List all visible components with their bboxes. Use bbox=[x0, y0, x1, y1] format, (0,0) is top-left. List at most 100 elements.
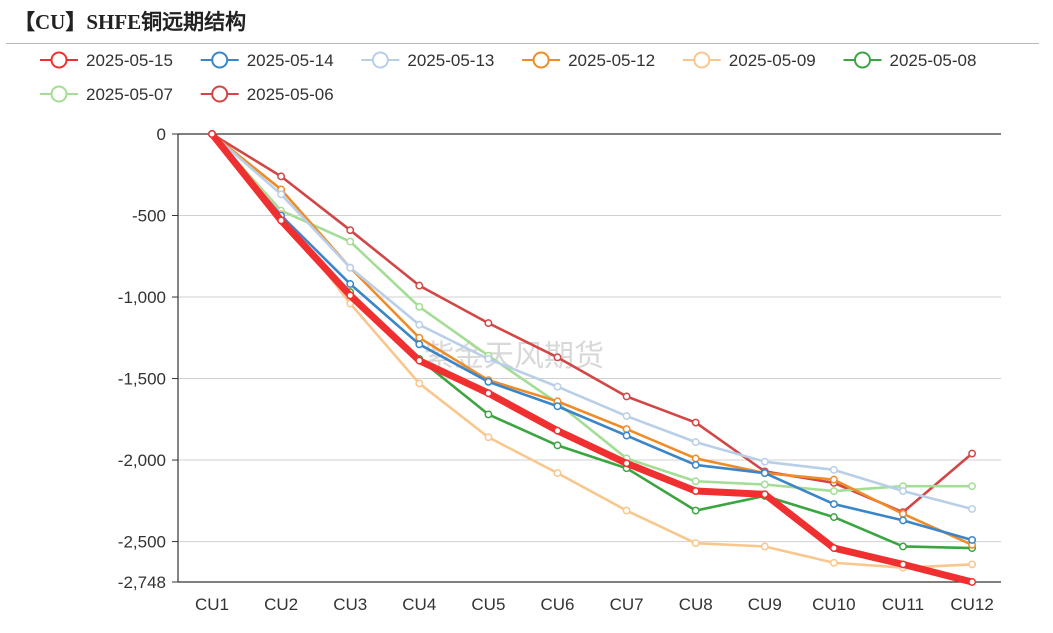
data-point[interactable] bbox=[415, 379, 424, 388]
data-point[interactable] bbox=[346, 291, 355, 300]
data-point[interactable] bbox=[484, 410, 493, 419]
data-point[interactable] bbox=[760, 480, 769, 489]
data-point[interactable] bbox=[415, 302, 424, 311]
data-point[interactable] bbox=[415, 340, 424, 349]
series-2025-05-15[interactable] bbox=[208, 130, 977, 586]
data-point[interactable] bbox=[760, 542, 769, 551]
data-point[interactable] bbox=[277, 190, 286, 199]
data-point[interactable] bbox=[346, 299, 355, 308]
data-point[interactable] bbox=[415, 333, 424, 342]
data-point[interactable] bbox=[346, 237, 355, 246]
data-point[interactable] bbox=[346, 280, 355, 288]
data-point[interactable] bbox=[691, 460, 700, 469]
data-point[interactable] bbox=[208, 130, 216, 138]
legend-label: 2025-05-08 bbox=[890, 51, 977, 70]
data-point[interactable] bbox=[968, 505, 977, 513]
data-point[interactable] bbox=[829, 500, 838, 509]
data-point[interactable] bbox=[691, 438, 700, 447]
data-point[interactable] bbox=[899, 509, 907, 518]
data-point[interactable] bbox=[415, 281, 424, 290]
legend-item-2025-05-14[interactable]: 2025-05-14 bbox=[200, 51, 334, 70]
data-point[interactable] bbox=[968, 535, 977, 544]
x-tick-label: CU5 bbox=[471, 595, 505, 614]
legend-item-2025-05-13[interactable]: 2025-05-13 bbox=[361, 51, 494, 70]
data-point[interactable] bbox=[484, 389, 493, 398]
data-point[interactable] bbox=[760, 469, 769, 478]
legend-label: 2025-05-14 bbox=[247, 51, 334, 70]
data-point[interactable] bbox=[968, 578, 977, 586]
y-tick-label: -2,500 bbox=[118, 533, 166, 552]
legend-item-2025-05-08[interactable]: 2025-05-08 bbox=[843, 51, 977, 70]
data-point[interactable] bbox=[691, 539, 700, 548]
data-point[interactable] bbox=[691, 487, 700, 495]
y-tick-label: -1,500 bbox=[118, 370, 166, 389]
series-line[interactable] bbox=[210, 132, 974, 514]
x-tick-label: CU12 bbox=[950, 595, 993, 614]
legend-marker-icon bbox=[532, 51, 550, 69]
y-tick-label: -2,000 bbox=[118, 451, 166, 470]
series-2025-05-07[interactable] bbox=[208, 130, 977, 495]
data-point[interactable] bbox=[553, 426, 562, 435]
legend-item-2025-05-07[interactable]: 2025-05-07 bbox=[40, 85, 173, 104]
data-point[interactable] bbox=[968, 560, 977, 569]
data-point[interactable] bbox=[968, 449, 977, 458]
legend-item-2025-05-12[interactable]: 2025-05-12 bbox=[522, 51, 655, 70]
data-point[interactable] bbox=[415, 356, 424, 365]
data-point[interactable] bbox=[622, 412, 631, 420]
data-point[interactable] bbox=[277, 172, 286, 181]
data-point[interactable] bbox=[899, 487, 907, 495]
y-tick-label: -500 bbox=[132, 207, 166, 226]
legend-item-2025-05-09[interactable]: 2025-05-09 bbox=[682, 51, 816, 70]
series-line[interactable] bbox=[210, 132, 974, 493]
data-point[interactable] bbox=[622, 431, 631, 440]
data-point[interactable] bbox=[415, 320, 424, 329]
data-point[interactable] bbox=[691, 477, 700, 486]
data-point[interactable] bbox=[346, 263, 355, 272]
data-point[interactable] bbox=[899, 542, 907, 551]
data-point[interactable] bbox=[622, 392, 631, 401]
x-tick-label: CU4 bbox=[402, 595, 436, 614]
data-point[interactable] bbox=[829, 487, 838, 495]
data-point[interactable] bbox=[622, 425, 631, 434]
data-point[interactable] bbox=[484, 433, 493, 442]
data-point[interactable] bbox=[553, 353, 562, 362]
data-point[interactable] bbox=[760, 457, 769, 466]
data-point[interactable] bbox=[484, 355, 493, 363]
data-point[interactable] bbox=[899, 516, 907, 525]
data-point[interactable] bbox=[968, 482, 977, 491]
data-point[interactable] bbox=[829, 513, 838, 522]
data-point[interactable] bbox=[484, 377, 493, 386]
data-point[interactable] bbox=[899, 560, 907, 569]
x-tick-label: CU9 bbox=[748, 595, 782, 614]
data-point[interactable] bbox=[829, 558, 838, 567]
data-point[interactable] bbox=[829, 544, 838, 553]
legend-item-2025-05-06[interactable]: 2025-05-06 bbox=[200, 85, 334, 104]
data-point[interactable] bbox=[691, 418, 700, 427]
series-line[interactable] bbox=[208, 130, 976, 586]
data-point[interactable] bbox=[553, 469, 562, 478]
series-2025-05-13[interactable] bbox=[208, 130, 977, 513]
data-point[interactable] bbox=[829, 475, 838, 484]
series-2025-05-14[interactable] bbox=[208, 130, 977, 544]
data-point[interactable] bbox=[484, 319, 493, 328]
data-point[interactable] bbox=[553, 441, 562, 450]
data-point[interactable] bbox=[760, 490, 769, 499]
data-point[interactable] bbox=[553, 382, 562, 391]
data-point[interactable] bbox=[277, 216, 286, 225]
data-point[interactable] bbox=[622, 459, 631, 468]
series-line[interactable] bbox=[210, 132, 974, 569]
series-layer[interactable] bbox=[208, 130, 977, 586]
series-line[interactable] bbox=[210, 132, 974, 542]
data-point[interactable] bbox=[829, 465, 838, 474]
data-point[interactable] bbox=[346, 226, 355, 235]
legend-marker-icon bbox=[693, 51, 711, 69]
data-point[interactable] bbox=[691, 506, 700, 515]
series-line[interactable] bbox=[210, 132, 974, 511]
data-point[interactable] bbox=[691, 454, 700, 463]
data-point[interactable] bbox=[553, 402, 562, 411]
y-tick-label: 0 bbox=[157, 125, 166, 144]
legend[interactable]: 2025-05-15 2025-05-14 2025-05-13 2025-05-12… bbox=[40, 51, 976, 104]
legend-item-2025-05-15[interactable]: 2025-05-15 bbox=[40, 51, 173, 70]
data-point[interactable] bbox=[622, 506, 631, 515]
